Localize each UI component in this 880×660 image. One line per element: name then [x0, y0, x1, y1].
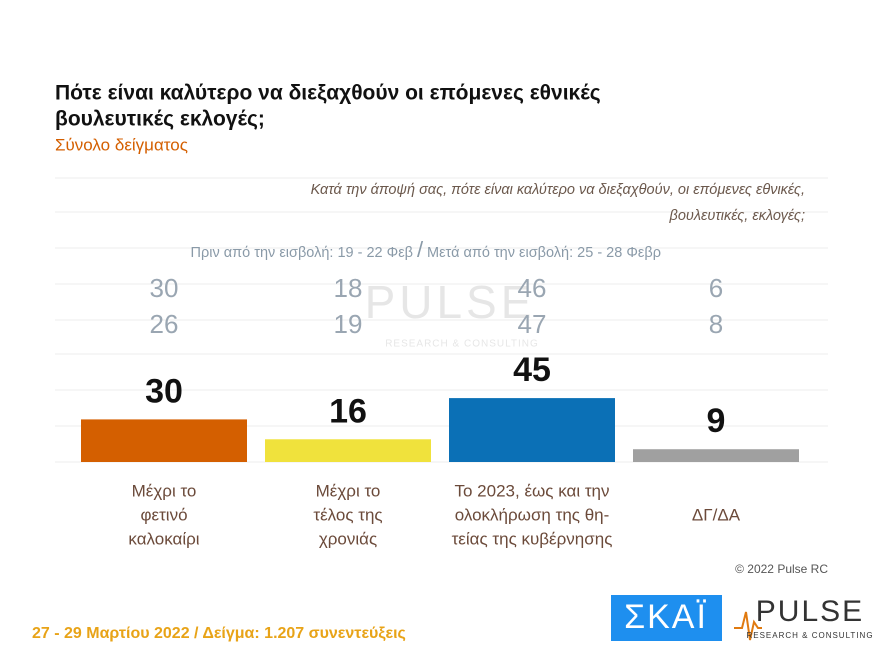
table-lines [55, 177, 828, 463]
earlier-value: 19 [334, 309, 363, 339]
earlier-value: 6 [709, 273, 723, 303]
x-tick-label: καλοκαίρι [128, 529, 199, 548]
earlier-value: 46 [518, 273, 547, 303]
x-tick-label: Το 2023, έως και την [454, 481, 609, 500]
pulse-logo: PULSE [756, 595, 864, 628]
watermark-tagline: RESEARCH & CONSULTING [385, 339, 539, 350]
value-label: 30 [145, 372, 183, 410]
bar [449, 398, 615, 462]
earlier-value: 47 [518, 309, 547, 339]
earlier-value: 18 [334, 273, 363, 303]
x-tick-label: τέλος της [313, 505, 382, 524]
pulse-tagline: RESEARCH & CONSULTING [746, 631, 873, 640]
bar [265, 439, 431, 462]
earlier-value: 8 [709, 309, 723, 339]
footer: 27 - 29 Μαρτίου 2022 / Δείγμα: 1.207 συν… [32, 625, 406, 642]
chart-title: βουλευτικές εκλογές; [55, 108, 265, 131]
copyright: © 2022 Pulse RC [735, 562, 828, 576]
bar [81, 419, 247, 462]
watermark: PULSE RESEARCH & CONSULTING [365, 276, 539, 350]
value-label: 16 [329, 392, 367, 430]
chart-title: Πότε είναι καλύτερο να διεξαχθούν οι επό… [55, 82, 601, 105]
x-tick-label: Μέχρι το [316, 481, 381, 500]
watermark-text: PULSE [365, 276, 536, 328]
question: βουλευτικές, εκλογές; [669, 208, 805, 224]
x-tick-label: φετινό [140, 505, 187, 524]
x-tick-label: ΔΓ/ΔΑ [692, 505, 741, 524]
question: Κατά την άποψή σας, πότε είναι καλύτερο … [311, 182, 805, 198]
legend-entry: Πριν από την εισβολή: 19 - 22 Φεβ [191, 245, 413, 261]
channel-logo-text: ΣΚΑΪ [624, 598, 708, 636]
value-label: 45 [513, 351, 551, 389]
x-tick-label: ολοκλήρωση της θη- [455, 505, 610, 524]
legend-entry: Μετά από την εισβολή: 25 - 28 Φεβρ [427, 245, 661, 261]
value-label: 9 [707, 402, 726, 440]
x-tick-label: Μέχρι το [132, 481, 197, 500]
x-tick-label: τείας της κυβέρνησης [452, 529, 613, 548]
pulse-logo-icon [734, 611, 762, 641]
bar [633, 449, 799, 462]
channel-logo [611, 595, 722, 641]
subtitle: Σύνολο δείγματος [55, 135, 188, 154]
earlier-value: 26 [150, 309, 179, 339]
legend-separator: / [417, 237, 424, 262]
x-tick-label: χρονιάς [319, 529, 377, 548]
earlier-value: 30 [150, 273, 179, 303]
